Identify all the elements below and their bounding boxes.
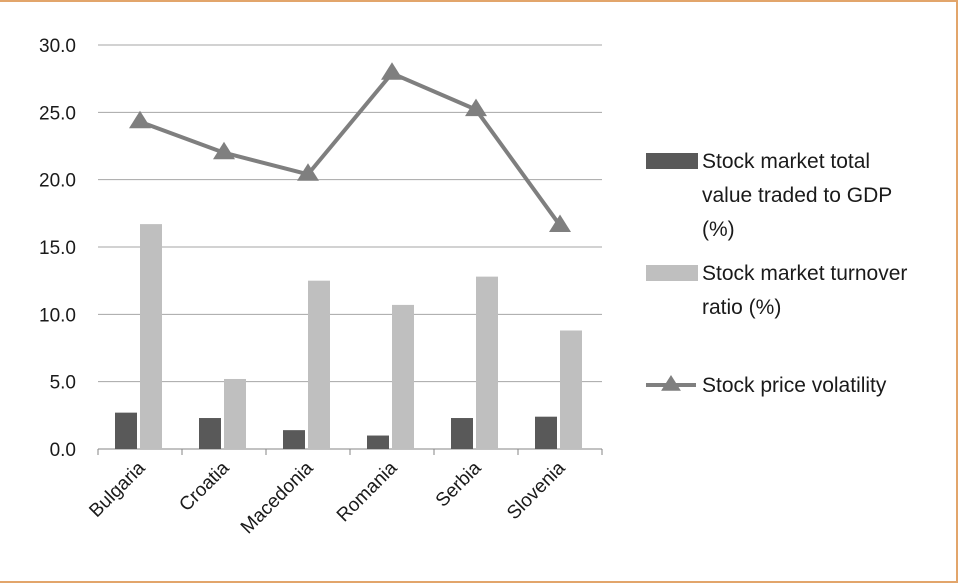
legend-label: Stock price volatility [702,374,887,397]
x-axis: Bulgaria Croatia Macedonia Romania Serbia Slo… [85,449,603,538]
bars [115,224,582,449]
x-tick-label: Serbia [432,457,486,511]
bar [115,412,137,449]
y-tick-label: 25.0 [39,103,76,124]
y-tick-label: 15.0 [39,238,76,259]
bar [367,435,389,449]
bar [308,280,330,449]
volatility-line [129,62,571,232]
legend-label: Stock market total [702,150,870,173]
legend-label: Stock market turnover [702,262,907,285]
y-tick-label: 0.0 [50,440,76,461]
line-point [213,141,235,160]
legend: Stock market total value traded to GDP (%)… [646,150,907,397]
legend-label: (%) [702,218,735,241]
y-axis: 0.0 5.0 10.0 15.0 20.0 25.0 30.0 [39,36,76,461]
x-tick-label: Bulgaria [85,457,149,521]
legend-label: ratio (%) [702,296,781,319]
bar [140,224,162,449]
bar [224,378,246,449]
y-tick-label: 30.0 [39,36,76,57]
x-tick-label: Romania [333,457,402,526]
x-tick-label: Macedonia [237,457,318,538]
bar [451,418,473,449]
bar [283,430,305,449]
y-tick-label: 5.0 [50,373,76,394]
y-tick-label: 20.0 [39,171,76,192]
gridlines [98,44,602,450]
x-tick-label: Croatia [175,457,233,515]
bar [535,416,557,449]
legend-swatch [646,265,698,281]
bar [392,304,414,449]
line-point [549,214,571,232]
y-tick-label: 10.0 [39,305,76,326]
legend-label: value traded to GDP [702,184,892,207]
bar [476,276,498,449]
line-point [297,163,319,181]
line-point [465,98,487,117]
legend-marker [661,375,681,391]
x-tick-label: Slovenia [503,457,570,524]
bar [560,330,582,449]
series-line [139,71,562,227]
legend-swatch [646,153,698,169]
line-point [381,62,403,80]
bar [199,418,221,449]
line-point [129,110,151,129]
